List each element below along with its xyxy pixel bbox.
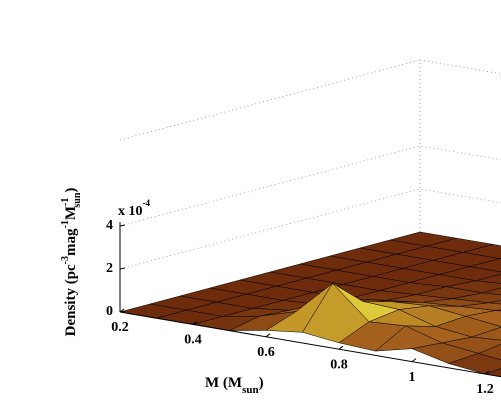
x-tick-label: 1.2: [476, 382, 494, 397]
z-label-part: Density (pc: [63, 264, 79, 336]
x-tick-label: 0.4: [184, 333, 202, 348]
x-tick: [338, 345, 344, 350]
z-label-sup: -1: [60, 220, 71, 228]
x-label-part: ): [259, 375, 264, 391]
x-tick-label: 1: [409, 370, 416, 385]
x-tick: [119, 308, 125, 313]
x-label-part: M (M: [205, 375, 242, 391]
x-tick: [484, 370, 490, 375]
x-tick-label: 0.8: [330, 357, 348, 372]
surface-cell: [484, 368, 501, 377]
surface-cell: [477, 343, 501, 361]
box-edge: [119, 59, 421, 141]
axes: 0 2 4 0.2 0.4 0.6 0.8 1 1.2: [106, 218, 501, 397]
x-tick-label: 0.2: [111, 320, 129, 335]
z-label-sub: sun: [72, 192, 83, 207]
surface-cell: [447, 353, 501, 375]
z-tick: [119, 267, 126, 270]
z-scale: x 10-4: [118, 198, 150, 219]
z-tick-label: 4: [106, 218, 113, 233]
x-tick: [265, 333, 271, 338]
surface: [119, 231, 501, 377]
grid-line: [119, 145, 501, 227]
z-label-part: mag: [63, 228, 79, 256]
surface-cell: [488, 300, 501, 305]
box-edge: [419, 59, 501, 75]
grid: [119, 59, 501, 313]
z-scale-exponent: -4: [143, 198, 151, 208]
z-label-sup: -3: [60, 256, 71, 264]
x-axis: [119, 311, 501, 378]
z-label-sup: -1: [60, 198, 71, 206]
x-label-sub: sun: [242, 384, 259, 396]
x-tick: [192, 320, 198, 325]
x-axis-label: M (Msun): [205, 375, 264, 395]
z-axis-label: Density (pc-3mag-1M-1sun): [60, 188, 83, 337]
z-tick-label: 0: [106, 304, 113, 319]
z-tick-label: 2: [106, 261, 113, 276]
x-tick-label: 0.6: [257, 345, 275, 360]
z-scale-base: x 10: [118, 204, 143, 219]
x-tick: [411, 358, 417, 363]
z-label-part: M: [63, 206, 79, 220]
z-label-part: ): [63, 188, 79, 193]
z-tick: [119, 224, 126, 227]
